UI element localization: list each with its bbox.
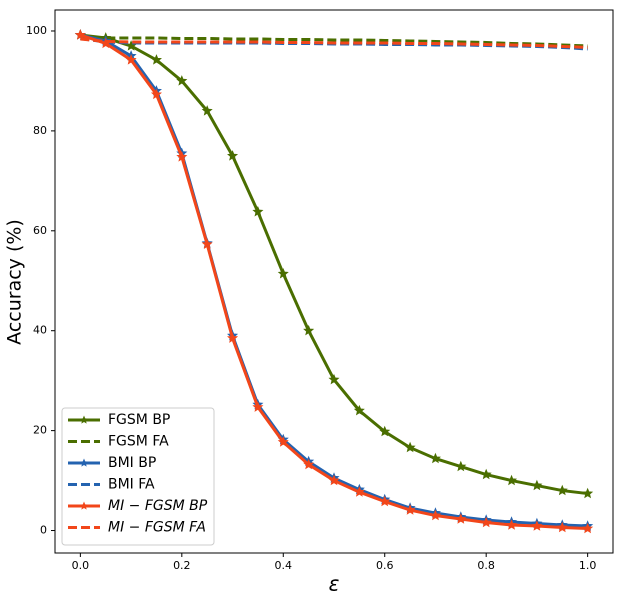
- legend-label: BMI BP: [108, 455, 156, 471]
- point-marker: [277, 267, 289, 279]
- point-marker: [455, 460, 467, 472]
- point-marker: [404, 504, 416, 515]
- y-tick-label: 60: [33, 224, 47, 237]
- legend-label: MI − FGSM FA: [108, 520, 206, 536]
- point-marker: [353, 404, 365, 416]
- legend-label: FGSM FA: [108, 434, 169, 450]
- point-marker: [303, 458, 315, 470]
- point-marker: [201, 238, 213, 249]
- point-marker: [125, 40, 137, 51]
- x-tick-label: 0.0: [72, 559, 90, 572]
- point-marker: [328, 474, 340, 486]
- point-marker: [150, 88, 162, 100]
- point-marker: [455, 513, 467, 524]
- point-marker: [201, 105, 213, 116]
- x-axis-label: ε: [329, 572, 340, 596]
- point-marker: [227, 332, 239, 343]
- point-marker: [506, 474, 518, 486]
- point-marker: [252, 206, 264, 217]
- x-tick-label: 1.0: [579, 559, 597, 572]
- point-marker: [328, 373, 340, 385]
- legend-label: MI − FGSM BP: [108, 498, 208, 514]
- series-line: [80, 37, 588, 49]
- point-marker: [176, 75, 188, 86]
- legend-marker: [79, 501, 89, 510]
- point-marker: [227, 150, 239, 161]
- point-marker: [582, 522, 594, 534]
- x-tick-label: 0.2: [173, 559, 191, 572]
- y-tick-label: 40: [33, 324, 47, 337]
- point-marker: [379, 425, 391, 437]
- point-marker: [506, 519, 518, 530]
- point-marker: [176, 151, 188, 162]
- point-marker: [531, 520, 543, 531]
- point-marker: [531, 479, 543, 491]
- x-tick-label: 0.8: [477, 559, 495, 572]
- point-marker: [480, 468, 492, 480]
- y-axis-label: Accuracy (%): [4, 219, 26, 345]
- legend: FGSM BP FGSM FA BMI BP BMI FA MI − FGSM BP MI…: [61, 407, 215, 546]
- legend-label: BMI FA: [108, 477, 155, 493]
- point-marker: [277, 436, 289, 447]
- point-marker: [150, 54, 162, 65]
- point-marker: [582, 487, 594, 499]
- y-tick-label: 100: [26, 24, 47, 37]
- point-marker: [303, 324, 315, 336]
- point-marker: [429, 452, 441, 464]
- legend-label: FGSM BP: [108, 412, 170, 428]
- x-tick-label: 0.6: [376, 559, 394, 572]
- series-line: [80, 35, 588, 48]
- point-marker: [404, 441, 416, 453]
- point-marker: [480, 516, 492, 528]
- point-marker: [379, 495, 391, 507]
- y-tick-label: 20: [33, 424, 47, 437]
- point-marker: [353, 486, 365, 497]
- point-marker: [125, 54, 137, 65]
- y-tick-label: 80: [33, 124, 47, 137]
- point-marker: [74, 29, 86, 40]
- point-marker: [556, 521, 568, 533]
- y-tick-label: 0: [40, 524, 47, 537]
- point-marker: [252, 401, 264, 412]
- point-marker: [429, 509, 441, 521]
- point-marker: [556, 484, 568, 496]
- legend-marker: [79, 415, 89, 424]
- plot-frame: [54, 9, 614, 554]
- x-tick-label: 0.4: [275, 559, 293, 572]
- legend-marker: [79, 458, 89, 467]
